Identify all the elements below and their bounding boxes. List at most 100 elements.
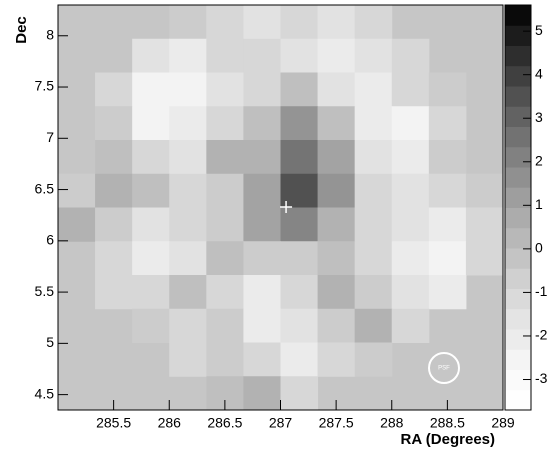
cell — [243, 5, 281, 40]
cell — [391, 207, 430, 242]
cell — [428, 241, 467, 276]
cell — [58, 173, 96, 208]
cell — [169, 342, 207, 377]
cell — [243, 376, 281, 411]
cell — [95, 207, 133, 242]
cell — [354, 308, 393, 343]
colorbar-band — [505, 86, 531, 107]
cell — [206, 140, 244, 175]
cell — [243, 106, 281, 141]
cell — [95, 275, 133, 310]
colorbar-tick-label: 0 — [535, 240, 543, 256]
x-axis-title: RA (Degrees) — [401, 431, 495, 448]
y-tick-label: 7 — [46, 129, 54, 145]
cell — [169, 207, 207, 242]
cell — [428, 140, 467, 175]
cell — [280, 72, 319, 107]
colorbar-tick-label: -2 — [535, 327, 548, 343]
cell — [169, 173, 207, 208]
colorbar-band — [505, 227, 531, 249]
cell — [280, 275, 319, 310]
y-tick-label: 5 — [46, 334, 54, 350]
colorbar-tick-label: 4 — [535, 65, 543, 81]
cell — [317, 241, 356, 276]
psf-circle — [428, 352, 460, 384]
cell — [132, 140, 170, 175]
cell — [317, 5, 356, 40]
colorbar-band — [505, 369, 531, 391]
x-tick-label: 286.5 — [207, 415, 242, 431]
cell — [169, 241, 207, 276]
x-tick-label: 289 — [491, 415, 515, 431]
y-tick-label: 7.5 — [35, 78, 55, 94]
cell — [354, 173, 393, 208]
colorbar-band — [505, 167, 531, 188]
x-tick-label: 286 — [158, 415, 182, 431]
cell — [206, 72, 244, 107]
cell — [243, 173, 281, 208]
cell — [465, 173, 504, 208]
cell — [465, 241, 504, 276]
y-tick-label: 5.5 — [35, 283, 55, 299]
cell — [243, 38, 281, 73]
cell — [132, 207, 170, 242]
y-tick-label: 8 — [46, 26, 54, 42]
cell — [132, 72, 170, 107]
cell — [206, 342, 244, 377]
cell — [206, 38, 244, 73]
cell — [169, 308, 207, 343]
cell — [354, 106, 393, 141]
y-tick-label: 6.5 — [35, 180, 55, 196]
cell — [132, 241, 170, 276]
cell — [354, 275, 393, 310]
cell — [354, 5, 393, 40]
cell — [169, 72, 207, 107]
cell — [206, 5, 244, 40]
colorbar-tick-label: 5 — [535, 22, 543, 38]
colorbar-band — [505, 349, 531, 370]
cell — [132, 173, 170, 208]
cell — [391, 106, 430, 141]
psf-label: PSF — [438, 366, 450, 372]
cell — [391, 241, 430, 276]
cell — [354, 342, 393, 377]
y-tick-label: 6 — [46, 232, 54, 248]
colorbar-band — [505, 45, 531, 67]
cell — [95, 241, 133, 276]
cell — [391, 72, 430, 107]
cell — [354, 207, 393, 242]
cell — [391, 140, 430, 175]
y-axis-title: Dec — [13, 16, 30, 44]
cell — [317, 38, 356, 73]
cell — [428, 106, 467, 141]
cell — [243, 241, 281, 276]
cell — [354, 241, 393, 276]
cell — [243, 140, 281, 175]
cell — [428, 207, 467, 242]
cell — [280, 342, 319, 377]
cell — [132, 38, 170, 73]
cell — [391, 308, 430, 343]
cell — [354, 140, 393, 175]
cell — [243, 308, 281, 343]
colorbar-band — [505, 106, 531, 127]
cell — [169, 140, 207, 175]
cell — [132, 308, 170, 343]
cell — [58, 207, 96, 242]
colorbar-band — [505, 248, 531, 269]
cell — [206, 106, 244, 141]
colorbar-band — [505, 65, 531, 87]
cell — [280, 38, 319, 73]
y-tick-label: 4.5 — [35, 385, 55, 401]
cell — [280, 376, 319, 411]
cell — [280, 5, 319, 40]
cell — [206, 308, 244, 343]
cell — [280, 308, 319, 343]
cell — [206, 173, 244, 208]
cell — [206, 241, 244, 276]
cell — [391, 173, 430, 208]
cell — [317, 72, 356, 107]
colorbar-band — [505, 146, 531, 168]
cell — [391, 275, 430, 310]
